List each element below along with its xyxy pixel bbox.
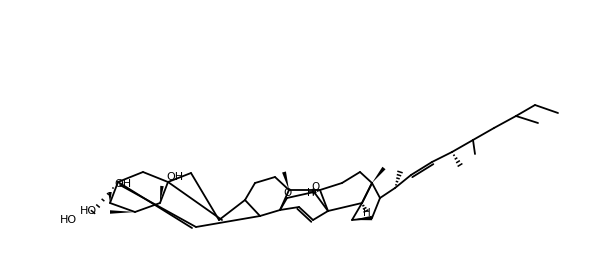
Text: OH: OH — [166, 172, 183, 182]
Text: H: H — [363, 208, 371, 218]
Polygon shape — [352, 216, 372, 220]
Text: O: O — [283, 188, 291, 198]
Text: H: H — [307, 188, 315, 198]
Text: O: O — [312, 182, 320, 192]
Text: HO: HO — [60, 215, 77, 225]
Polygon shape — [160, 186, 164, 203]
Text: HO: HO — [80, 206, 97, 216]
Polygon shape — [108, 192, 112, 203]
Text: OH: OH — [114, 179, 131, 189]
Polygon shape — [110, 210, 135, 214]
Polygon shape — [372, 167, 385, 183]
Polygon shape — [282, 171, 289, 190]
